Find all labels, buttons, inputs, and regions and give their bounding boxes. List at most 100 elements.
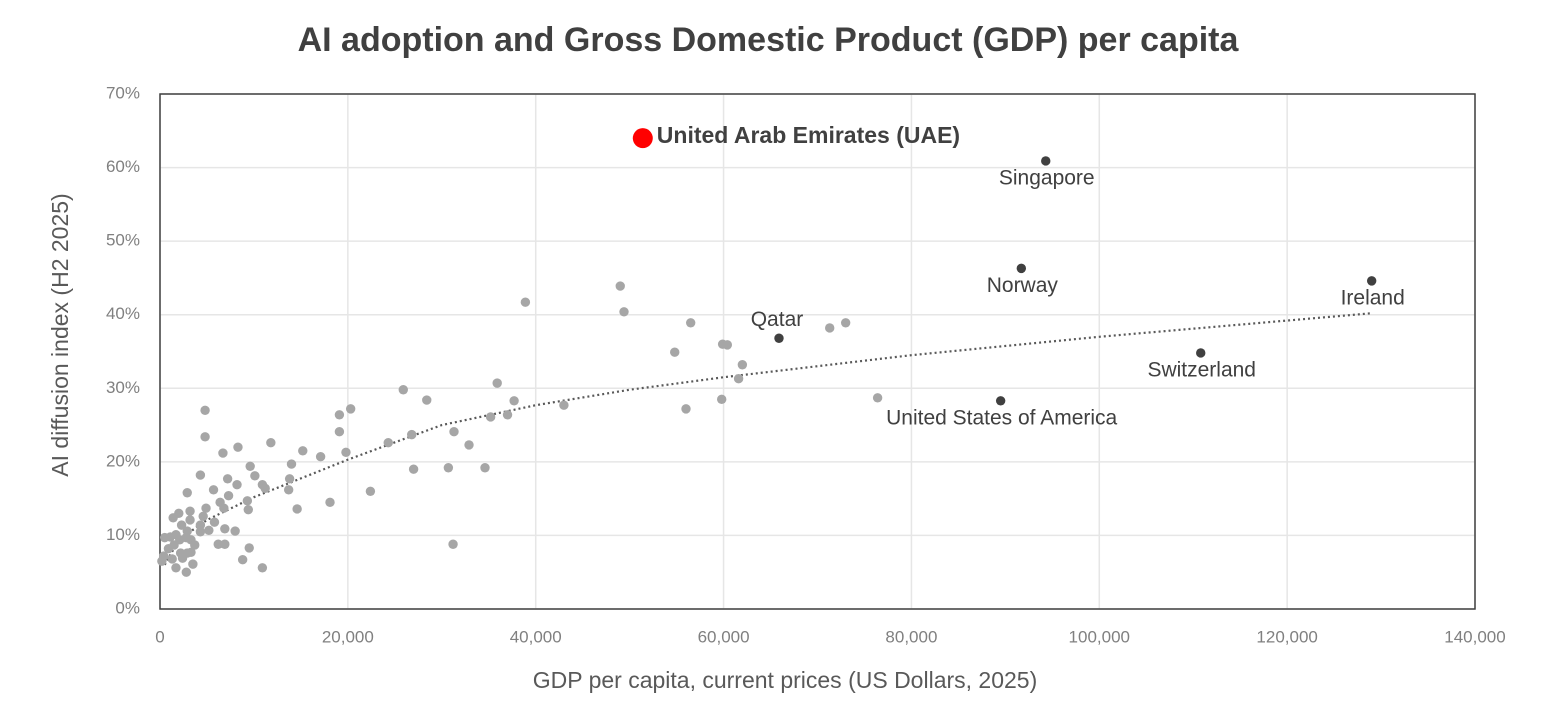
chart-title: AI adoption and Gross Domestic Product (… bbox=[298, 21, 1240, 59]
data-point bbox=[334, 426, 345, 437]
data-point bbox=[243, 504, 253, 515]
data-point bbox=[685, 318, 696, 328]
data-point bbox=[168, 513, 178, 523]
data-point bbox=[398, 385, 408, 395]
point-label: Ireland bbox=[1341, 286, 1405, 309]
data-point bbox=[266, 438, 276, 448]
data-point bbox=[825, 323, 835, 333]
data-point bbox=[237, 555, 248, 565]
data-point bbox=[559, 400, 569, 410]
data-point bbox=[185, 506, 195, 516]
y-tick-label: 60% bbox=[106, 157, 140, 176]
data-point bbox=[181, 567, 191, 577]
data-point bbox=[1016, 263, 1027, 274]
data-point bbox=[449, 426, 459, 437]
point-label: United Arab Emirates (UAE) bbox=[657, 122, 960, 148]
data-point bbox=[195, 520, 206, 530]
data-point bbox=[408, 464, 419, 474]
data-point bbox=[1041, 156, 1051, 166]
plot-border bbox=[159, 93, 1476, 610]
data-point bbox=[186, 547, 196, 558]
data-point bbox=[737, 360, 748, 370]
data-point bbox=[520, 297, 531, 307]
data-point bbox=[284, 474, 295, 484]
data-point bbox=[257, 563, 268, 573]
x-tick-label: 120,000 bbox=[1256, 627, 1317, 646]
y-tick-label: 30% bbox=[106, 378, 140, 397]
data-point bbox=[185, 515, 195, 525]
data-point bbox=[443, 463, 454, 473]
data-point bbox=[218, 448, 228, 458]
data-point bbox=[448, 539, 458, 549]
data-point bbox=[233, 442, 243, 452]
data-point bbox=[325, 497, 335, 508]
data-point bbox=[201, 503, 211, 513]
data-point bbox=[619, 307, 629, 317]
data-point bbox=[167, 554, 177, 564]
data-point bbox=[222, 474, 233, 484]
point-label: Qatar bbox=[751, 308, 804, 331]
data-point bbox=[485, 412, 496, 422]
data-point bbox=[171, 563, 181, 573]
point-label: United States of America bbox=[886, 406, 1117, 429]
y-tick-label: 20% bbox=[106, 451, 140, 470]
data-point bbox=[198, 511, 208, 521]
x-axis-label: GDP per capita, current prices (US Dolla… bbox=[533, 667, 1038, 693]
x-tick-label: 100,000 bbox=[1069, 627, 1130, 646]
data-point bbox=[722, 340, 733, 350]
data-point bbox=[250, 471, 260, 481]
data-point bbox=[315, 452, 326, 462]
data-point bbox=[480, 463, 490, 473]
data-point bbox=[177, 553, 188, 563]
data-point bbox=[632, 128, 653, 149]
data-point bbox=[182, 488, 192, 498]
data-point bbox=[407, 429, 417, 440]
data-point bbox=[232, 479, 242, 490]
x-tick-label: 40,000 bbox=[510, 627, 562, 646]
data-point bbox=[509, 396, 519, 406]
x-tick-label: 140,000 bbox=[1444, 627, 1505, 646]
data-point bbox=[245, 461, 255, 471]
point-label: Norway bbox=[987, 274, 1059, 297]
data-point bbox=[345, 404, 356, 414]
data-point bbox=[188, 559, 198, 569]
y-tick-label: 70% bbox=[106, 83, 140, 102]
data-point bbox=[298, 446, 308, 456]
data-point bbox=[195, 470, 206, 480]
data-point bbox=[283, 485, 294, 495]
data-point bbox=[681, 404, 691, 414]
data-point bbox=[341, 447, 351, 457]
data-point bbox=[204, 525, 214, 535]
data-point bbox=[774, 333, 784, 343]
y-tick-label: 40% bbox=[106, 304, 140, 323]
data-point bbox=[872, 393, 883, 403]
data-point bbox=[213, 539, 223, 549]
data-point bbox=[169, 540, 179, 550]
y-tick-label: 50% bbox=[106, 231, 140, 250]
data-point bbox=[220, 524, 230, 534]
y-axis-label: AI diffusion index (H2 2025) bbox=[47, 193, 73, 476]
data-point bbox=[670, 347, 680, 357]
data-point bbox=[190, 540, 200, 550]
data-point bbox=[286, 459, 297, 469]
data-point bbox=[492, 378, 502, 388]
data-point bbox=[502, 410, 513, 420]
y-tick-label: 10% bbox=[106, 525, 140, 544]
point-label: Singapore bbox=[999, 166, 1095, 189]
data-point bbox=[209, 517, 220, 527]
data-point bbox=[200, 432, 210, 442]
data-point bbox=[716, 394, 727, 405]
x-tick-label: 0 bbox=[155, 627, 164, 646]
trendline bbox=[163, 312, 1372, 566]
data-point bbox=[242, 496, 253, 506]
data-point bbox=[383, 438, 393, 448]
data-point bbox=[200, 405, 210, 416]
data-point bbox=[208, 485, 219, 495]
x-tick-label: 20,000 bbox=[322, 627, 374, 646]
data-point bbox=[244, 543, 254, 553]
data-point bbox=[157, 556, 167, 566]
data-point bbox=[995, 396, 1006, 406]
data-point bbox=[219, 503, 229, 513]
data-point bbox=[176, 520, 187, 530]
x-tick-label: 60,000 bbox=[698, 627, 750, 646]
